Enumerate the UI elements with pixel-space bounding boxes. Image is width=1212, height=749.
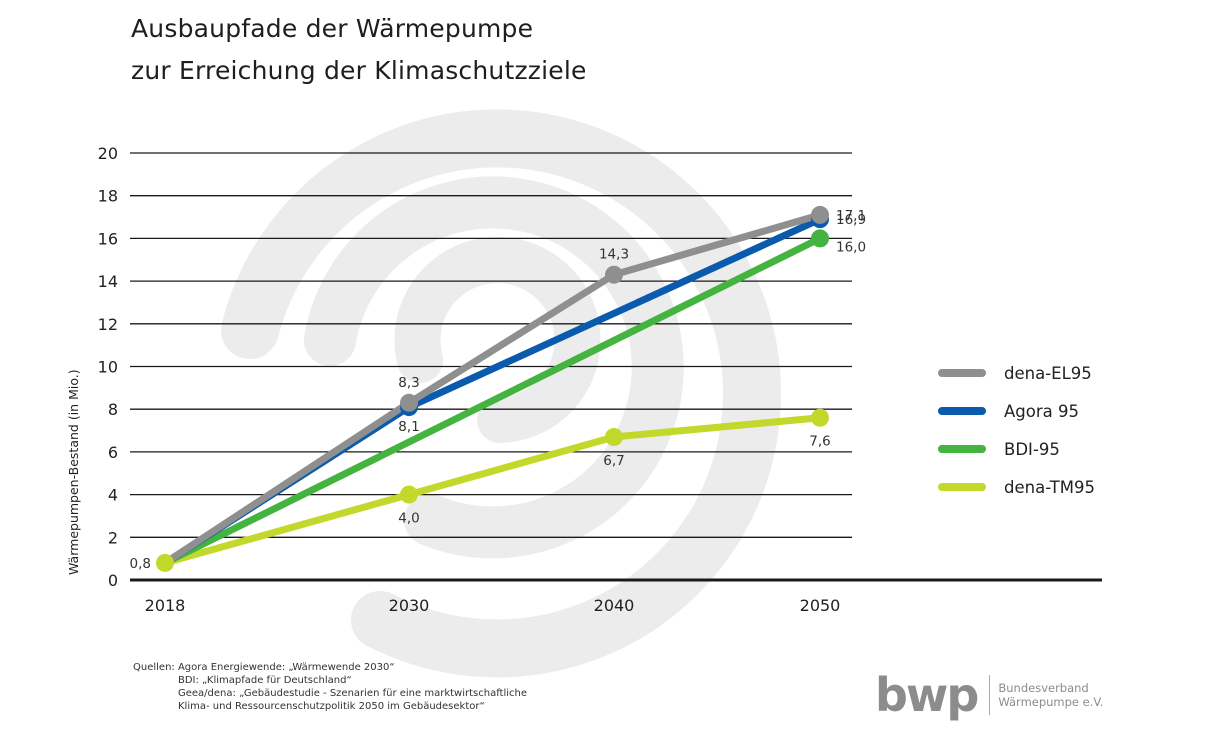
data-label: 6,7: [603, 453, 624, 469]
sources-note: Quellen: Agora Energiewende: „Wärmewende…: [133, 661, 527, 713]
y-tick-label: 12: [98, 315, 118, 334]
chart-title-line-2: zur Erreichung der Klimaschutzziele: [131, 56, 587, 85]
source-row-1: Quellen: Agora Energiewende: „Wärmewende…: [133, 661, 527, 674]
data-point-marker: [400, 485, 418, 504]
series-line-dena-tm95: [161, 414, 824, 567]
legend-label: dena-TM95: [1004, 477, 1095, 497]
legend-label: BDI-95: [1004, 439, 1060, 459]
y-axis-ticks: 0 2 4 6 8 10 12 14 16 18 20: [98, 144, 118, 590]
series-line-bdi-95: [161, 234, 824, 567]
data-label: 7,6: [809, 434, 830, 450]
legend: dena-EL95 Agora 95 BDI-95 dena-TM95: [938, 354, 1095, 506]
data-point-marker: [811, 229, 829, 248]
data-point-marker: [811, 205, 829, 224]
data-label: 14,3: [599, 247, 629, 263]
x-axis-ticks: 2018 2030 2040 2050: [145, 596, 841, 615]
bwp-logo-mark: bwp: [875, 668, 979, 722]
data-label: 16,0: [836, 239, 866, 255]
series-line-dena-el95: [161, 211, 824, 567]
legend-item-agora-95: Agora 95: [938, 392, 1095, 430]
legend-label: Agora 95: [1004, 401, 1079, 421]
x-tick-label: 2040: [594, 596, 635, 615]
series-markers: [156, 205, 829, 572]
legend-swatch-bdi-95: [938, 445, 986, 453]
data-point-marker: [605, 427, 623, 446]
data-point-marker: [605, 265, 623, 284]
bwp-logo-text: Bundesverband Wärmepumpe e.V.: [998, 681, 1103, 709]
data-label: 17,1: [836, 208, 866, 224]
data-point-marker: [811, 408, 829, 427]
logo-text-line-1: Bundesverband: [998, 681, 1089, 695]
legend-swatch-dena-el95: [938, 369, 986, 377]
chart-title-line-1: Ausbaupfade der Wärmepumpe: [131, 14, 534, 43]
source-agora: Agora Energiewende: „Wärmewende 2030“: [177, 662, 395, 673]
y-axis-label: Wärmepumpen-Bestand (in Mio.): [66, 369, 81, 575]
data-labels: 8,3 14,3 17,1 8,1 16,9 16,0 0,8 4,0 6,7 7,6: [130, 208, 867, 572]
x-tick-label: 2030: [389, 596, 430, 615]
y-tick-label: 16: [98, 229, 118, 248]
legend-item-dena-el95: dena-EL95: [938, 354, 1095, 392]
x-tick-label: 2018: [145, 596, 186, 615]
logo-text-line-2: Wärmepumpe e.V.: [998, 695, 1104, 709]
legend-swatch-dena-tm95: [938, 483, 986, 491]
x-tick-label: 2050: [800, 596, 841, 615]
data-point-marker: [400, 393, 418, 412]
y-tick-label: 6: [108, 443, 118, 462]
series-lines: [161, 211, 824, 567]
y-tick-label: 18: [98, 187, 118, 206]
y-tick-label: 2: [108, 528, 118, 547]
y-tick-label: 4: [108, 486, 118, 505]
bwp-logo: bwp Bundesverband Wärmepumpe e.V.: [875, 672, 1103, 718]
legend-label: dena-EL95: [1004, 363, 1092, 383]
source-bdi: BDI: „Klimapfade für Deutschland“: [178, 675, 352, 686]
data-label: 8,3: [398, 375, 419, 391]
source-dena-line-2: Klima- und Ressourcenschutzpolitik 2050 …: [178, 701, 485, 712]
logo-divider: [989, 675, 991, 715]
data-label: 16,9: [836, 212, 866, 228]
y-tick-label: 10: [98, 358, 118, 377]
y-tick-label: 8: [108, 400, 118, 419]
spiral-outer-ring: [221, 109, 781, 678]
spiral-inner-ring: [394, 237, 601, 443]
source-dena-line-1: Geea/dena: „Gebäudestudie - Szenarien fü…: [178, 688, 528, 699]
legend-swatch-agora-95: [938, 407, 986, 415]
data-label: 0,8: [130, 556, 151, 572]
legend-item-bdi-95: BDI-95: [938, 430, 1095, 468]
data-point-marker: [156, 553, 174, 572]
sources-prefix: Quellen:: [133, 662, 175, 673]
data-label: 8,1: [398, 419, 419, 435]
y-tick-label: 20: [98, 144, 118, 163]
spiral-middle-ring: [304, 176, 684, 559]
y-tick-label: 14: [98, 272, 118, 291]
y-tick-label: 0: [108, 571, 118, 590]
legend-item-dena-tm95: dena-TM95: [938, 468, 1095, 506]
data-label: 4,0: [398, 511, 419, 527]
